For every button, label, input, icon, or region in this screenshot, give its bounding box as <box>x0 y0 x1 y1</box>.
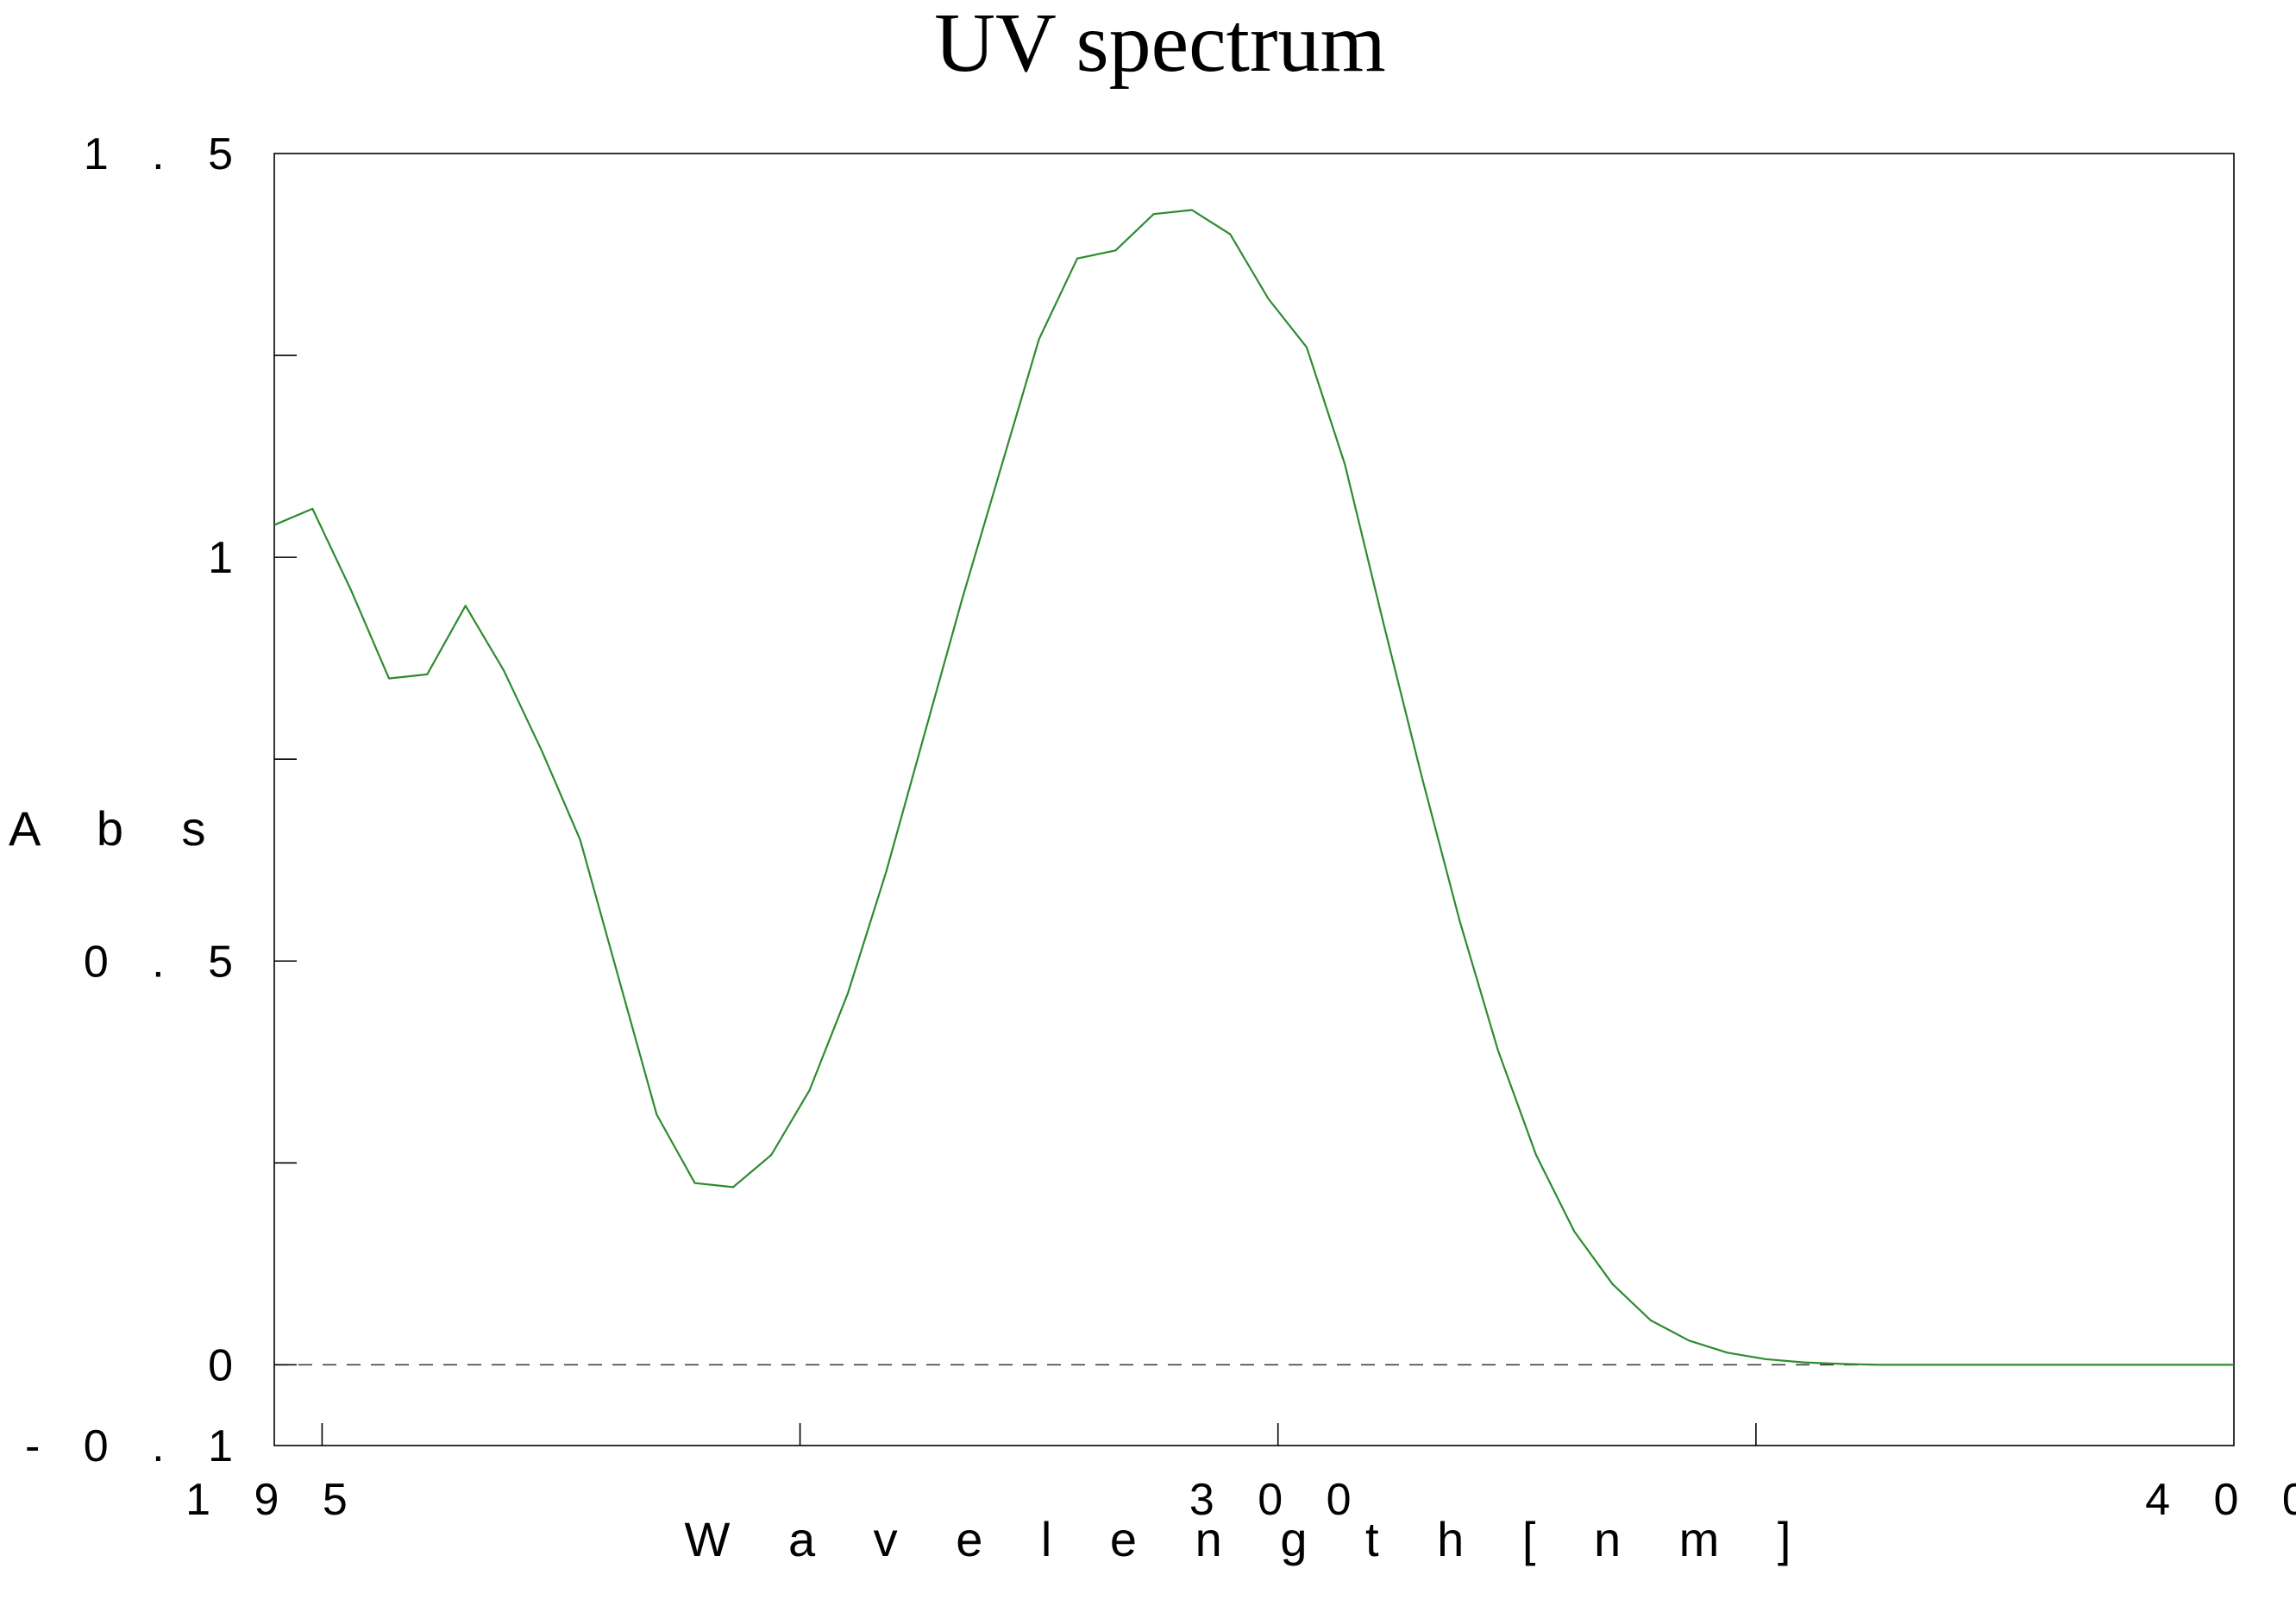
x-tick-label: 3 0 0 <box>1189 1475 1367 1525</box>
chart-title: UV spectrum <box>934 0 1386 90</box>
y-tick-label: - 0 . 1 <box>25 1421 248 1471</box>
y-tick-label: 0 <box>208 1340 248 1390</box>
y-axis-ticks: - 0 . 1 0 0 . 5 1 1 . 5 <box>25 129 297 1471</box>
y-axis-label: A b s <box>9 801 229 856</box>
absorbance-series-line <box>273 209 2234 1366</box>
y-tick-label: 0 . 5 <box>84 937 248 987</box>
x-axis-label: W a v e l e n g t h [ n m ] <box>685 1512 1814 1566</box>
x-tick-label: 1 9 5 <box>185 1475 363 1525</box>
y-tick-label: 1 <box>208 533 248 583</box>
x-tick-label: 4 0 0 <box>2145 1475 2296 1525</box>
plot-frame <box>273 153 2235 1446</box>
x-axis-ticks: 1 9 5 3 0 0 4 0 0 <box>185 1423 2296 1525</box>
y-tick-label: 1 . 5 <box>84 129 248 179</box>
